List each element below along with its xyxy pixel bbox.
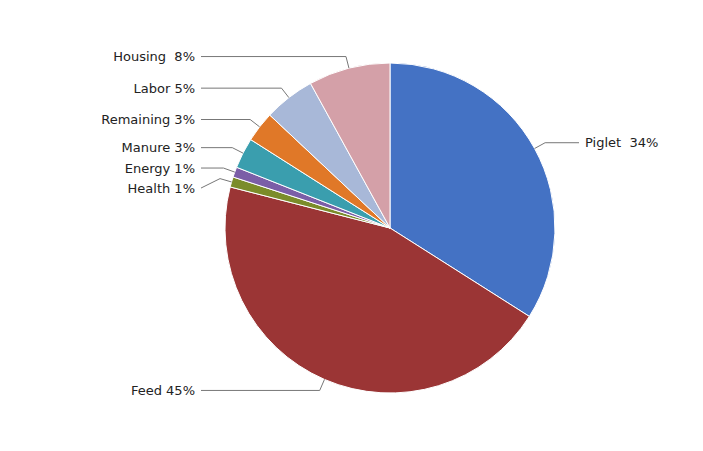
leader-line (201, 379, 324, 390)
leader-line (201, 148, 243, 153)
slice-label: Remaining 3% (101, 112, 195, 127)
leader-line (201, 168, 235, 172)
slice-label: Labor 5% (133, 81, 195, 96)
pie-slice (311, 63, 390, 228)
slice-label: Housing 8% (113, 49, 195, 64)
slice-label: Health 1% (128, 181, 195, 196)
slices (225, 63, 555, 393)
chart: Piglet 34% Feed 45% Health 1% Energy 1% Manu… (0, 0, 703, 451)
slice-label: Feed 45% (131, 383, 195, 398)
leader-line (535, 143, 579, 149)
slice-label: Manure 3% (122, 140, 195, 155)
slice-label: Piglet 34% (585, 135, 658, 150)
leader-lines (201, 57, 579, 391)
leader-line (201, 88, 289, 97)
leader-line (201, 179, 232, 188)
labels: Piglet 34% Feed 45% Health 1% Energy 1% Manu… (101, 49, 658, 398)
slice-label: Energy 1% (125, 161, 195, 176)
leader-line (201, 120, 260, 127)
leader-line (201, 57, 349, 69)
